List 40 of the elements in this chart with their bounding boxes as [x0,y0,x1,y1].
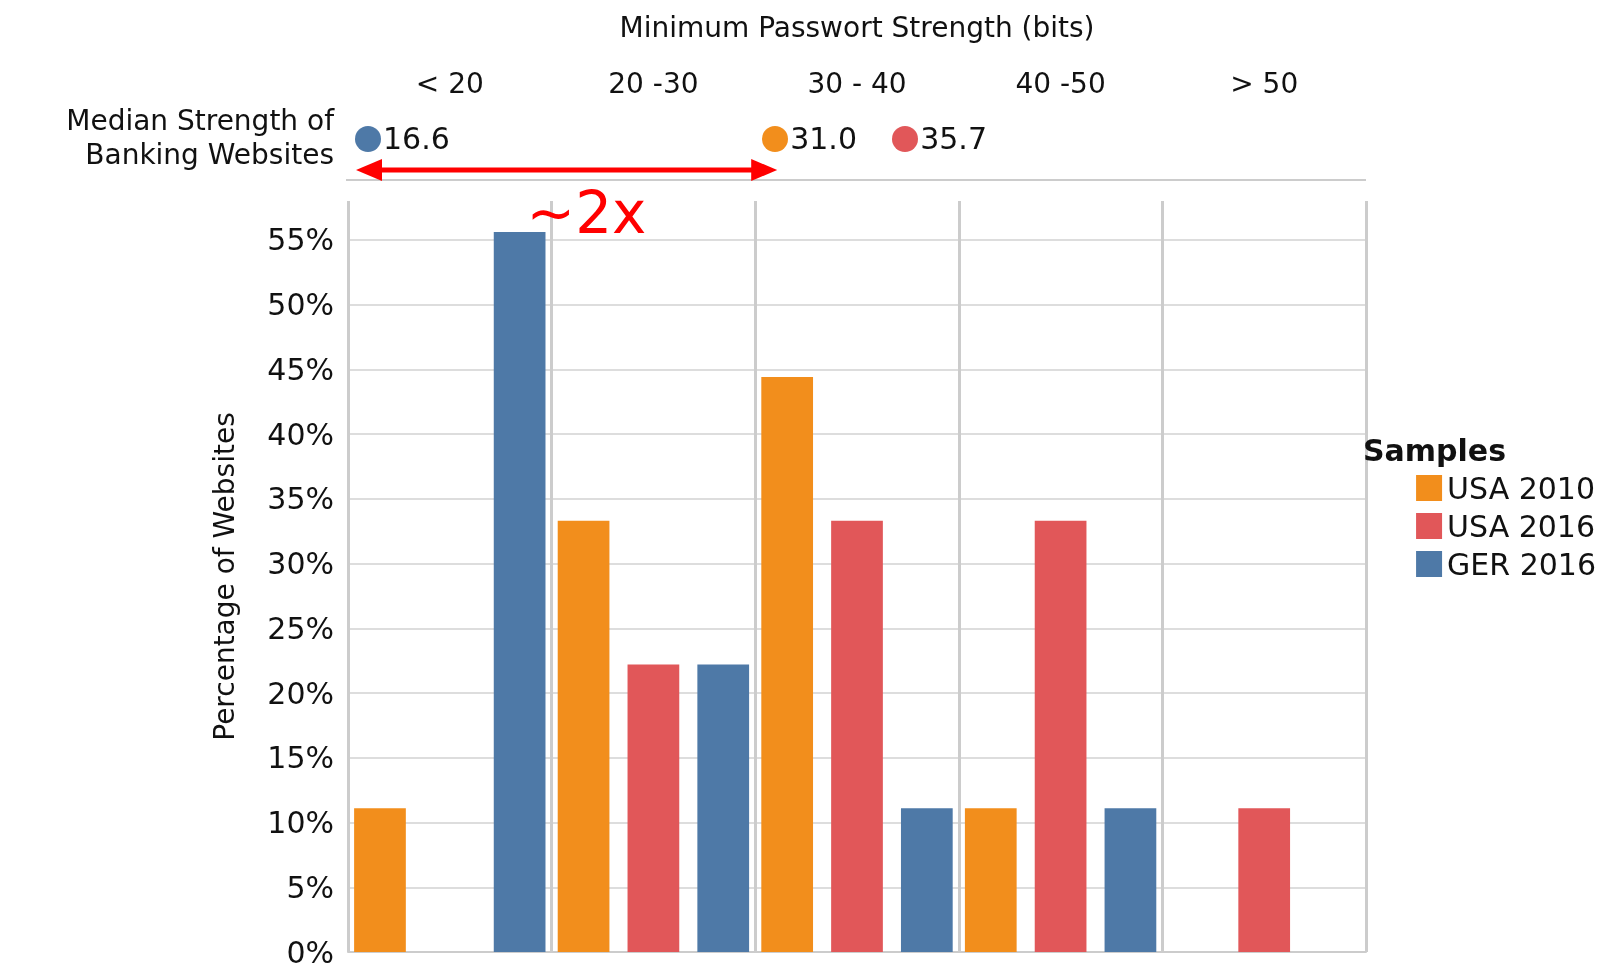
y-tick-label: 45% [267,351,334,387]
text: 16.6 [383,121,450,157]
x-tick-label: 30 - 40 [807,66,907,100]
bar [354,808,406,952]
bar [964,808,1017,952]
y-tick-label: 5% [286,869,334,905]
text: 35.7 [920,121,987,157]
text: 31.0 [790,121,857,157]
x-tick-label: > 50 [1230,66,1299,100]
bar [1238,808,1291,952]
y-tick-label: 50% [267,287,334,323]
y-tick-label: 35% [267,481,334,517]
y-tick-label: 0% [286,934,334,970]
legend-label: USA 2016 [1447,508,1596,544]
y-tick-label: 20% [267,675,334,711]
bar [1104,808,1157,952]
annotation: ~2x [526,179,647,247]
bar [557,520,610,952]
y-axis-title: Percentage of Websites [207,412,241,741]
y-tick-label: 10% [267,805,334,841]
y-tick-label: 15% [267,740,334,776]
bar [493,232,546,952]
bar [697,664,750,952]
text: Median Strength of Banking Websites [65,104,334,172]
bar [900,808,953,952]
bar [761,377,814,952]
x-tick-label: 20 -30 [608,66,699,100]
legend-title: Samples [1362,432,1507,468]
x-tick-label: < 20 [415,66,484,100]
bar [831,520,883,952]
bar [1034,520,1087,952]
x-tick-label: 40 -50 [1015,66,1106,100]
y-tick-label: 30% [267,546,334,582]
legend-label: USA 2010 [1447,470,1596,506]
y-tick-label: 40% [267,416,334,452]
bar [627,664,680,952]
y-tick-label: 55% [267,222,334,258]
x-axis-title: Minimum Passwort Strength (bits) [619,10,1095,44]
y-tick-label: 25% [267,610,334,646]
legend-label: GER 2016 [1447,546,1597,582]
